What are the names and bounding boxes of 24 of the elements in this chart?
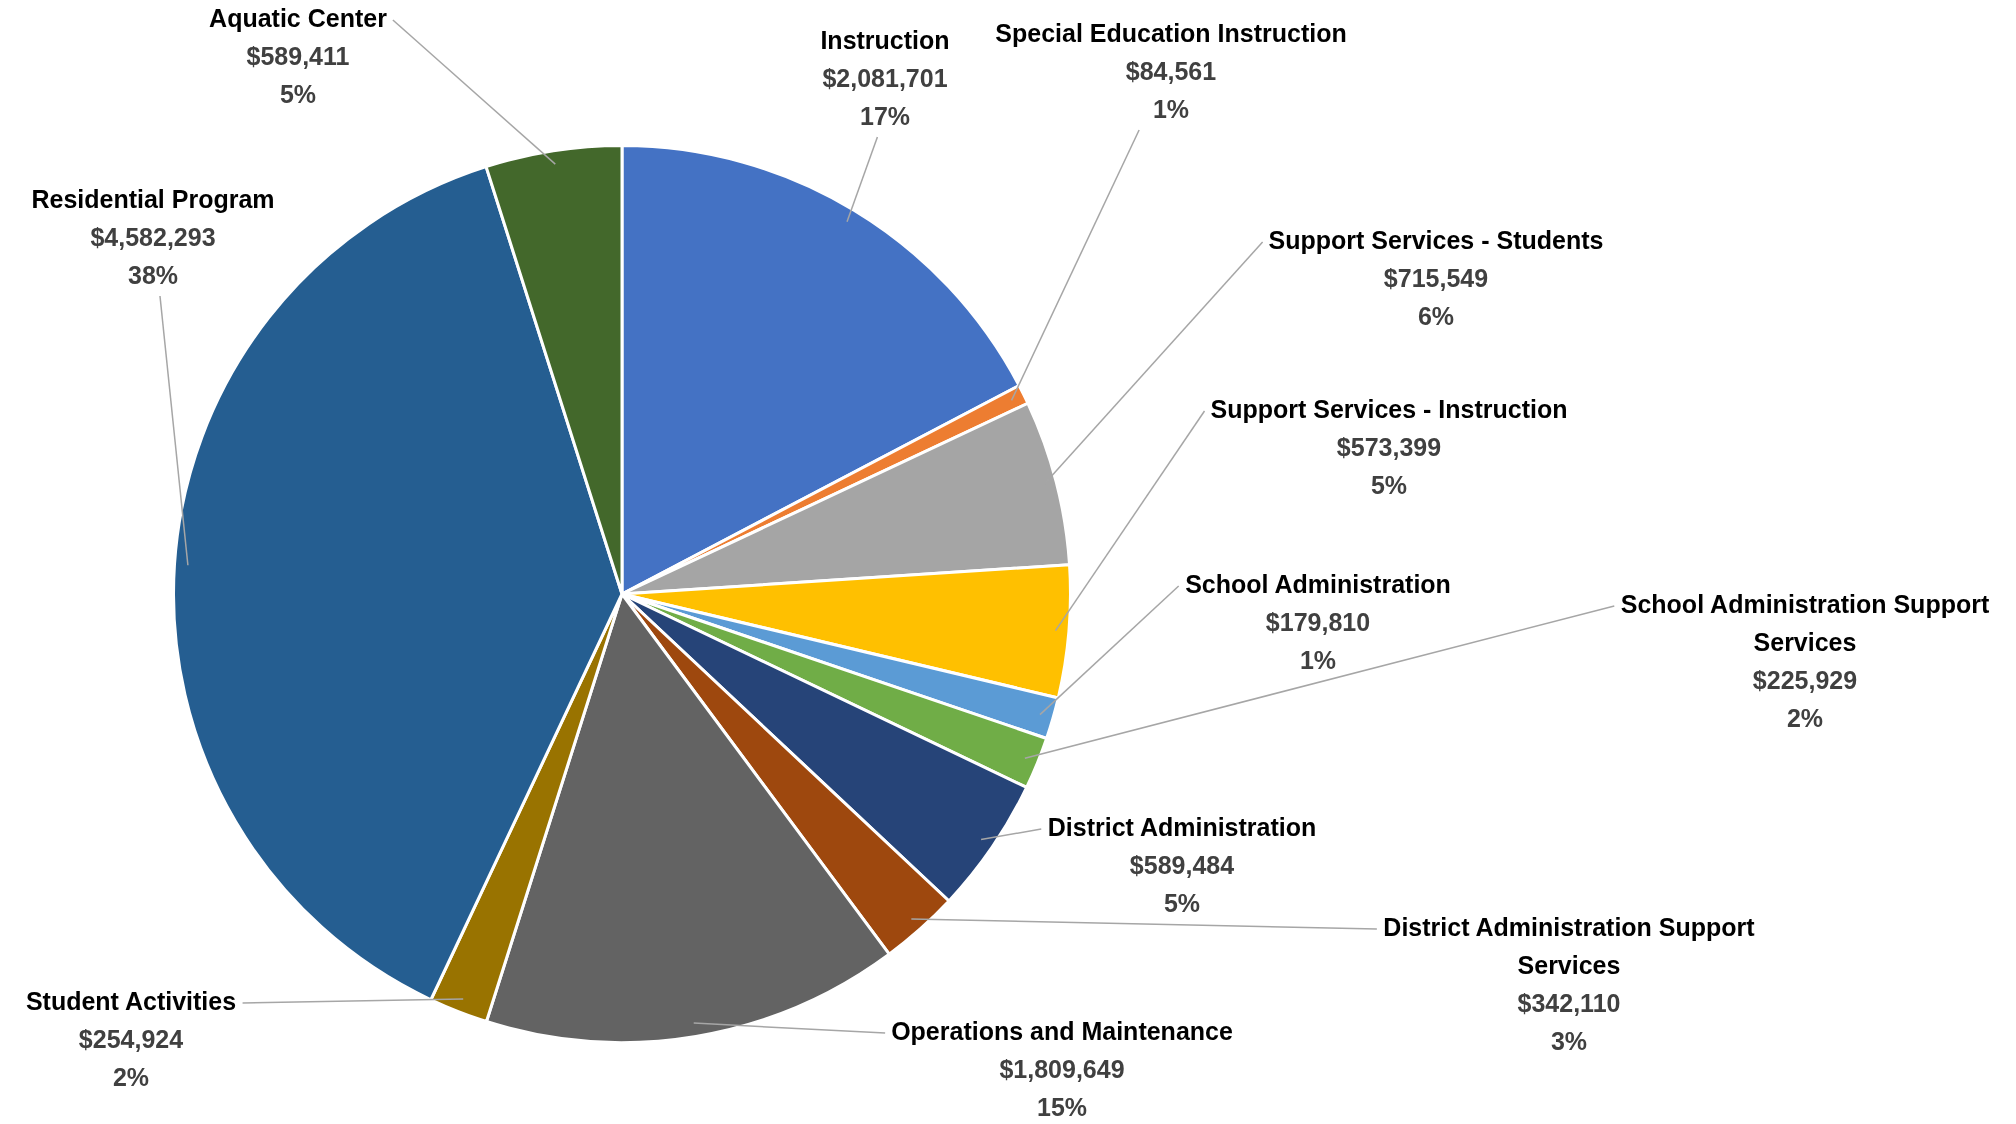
- slice-label: District Administration: [1047, 812, 1317, 841]
- data-label: $589,484 5%: [1129, 850, 1235, 917]
- data-label: $573,399 5%: [1336, 432, 1442, 499]
- slice-label: Aquatic Center: [209, 3, 388, 32]
- data-label: $589,411 5%: [246, 41, 350, 108]
- slice-label: District Administration Support Services: [1383, 912, 1756, 979]
- data-label: $254,924 2%: [78, 1024, 184, 1091]
- data-label: $1,809,649 15%: [999, 1054, 1125, 1121]
- data-label: $4,582,293 38%: [90, 222, 216, 289]
- data-label: $225,929 2%: [1752, 665, 1858, 732]
- slice-label: Instruction: [820, 25, 950, 54]
- data-label: $84,561 1%: [1125, 56, 1217, 123]
- data-label: $2,081,701 17%: [822, 63, 948, 130]
- data-label: $715,549 6%: [1383, 263, 1489, 330]
- slice-label: Support Services - Instruction: [1210, 394, 1568, 423]
- data-label: $342,110 3%: [1517, 988, 1621, 1055]
- slice-label: School Administration: [1185, 569, 1451, 598]
- slice-label: Special Education Instruction: [995, 18, 1347, 47]
- data-label: $179,810 1%: [1265, 607, 1371, 674]
- slice-label: Support Services - Students: [1268, 225, 1604, 254]
- slice-label: Residential Program: [31, 184, 275, 213]
- slice-label: Operations and Maintenance: [891, 1016, 1233, 1045]
- slice-label: Student Activities: [25, 986, 237, 1015]
- slice-label: School Administration Support Services: [1620, 589, 1990, 656]
